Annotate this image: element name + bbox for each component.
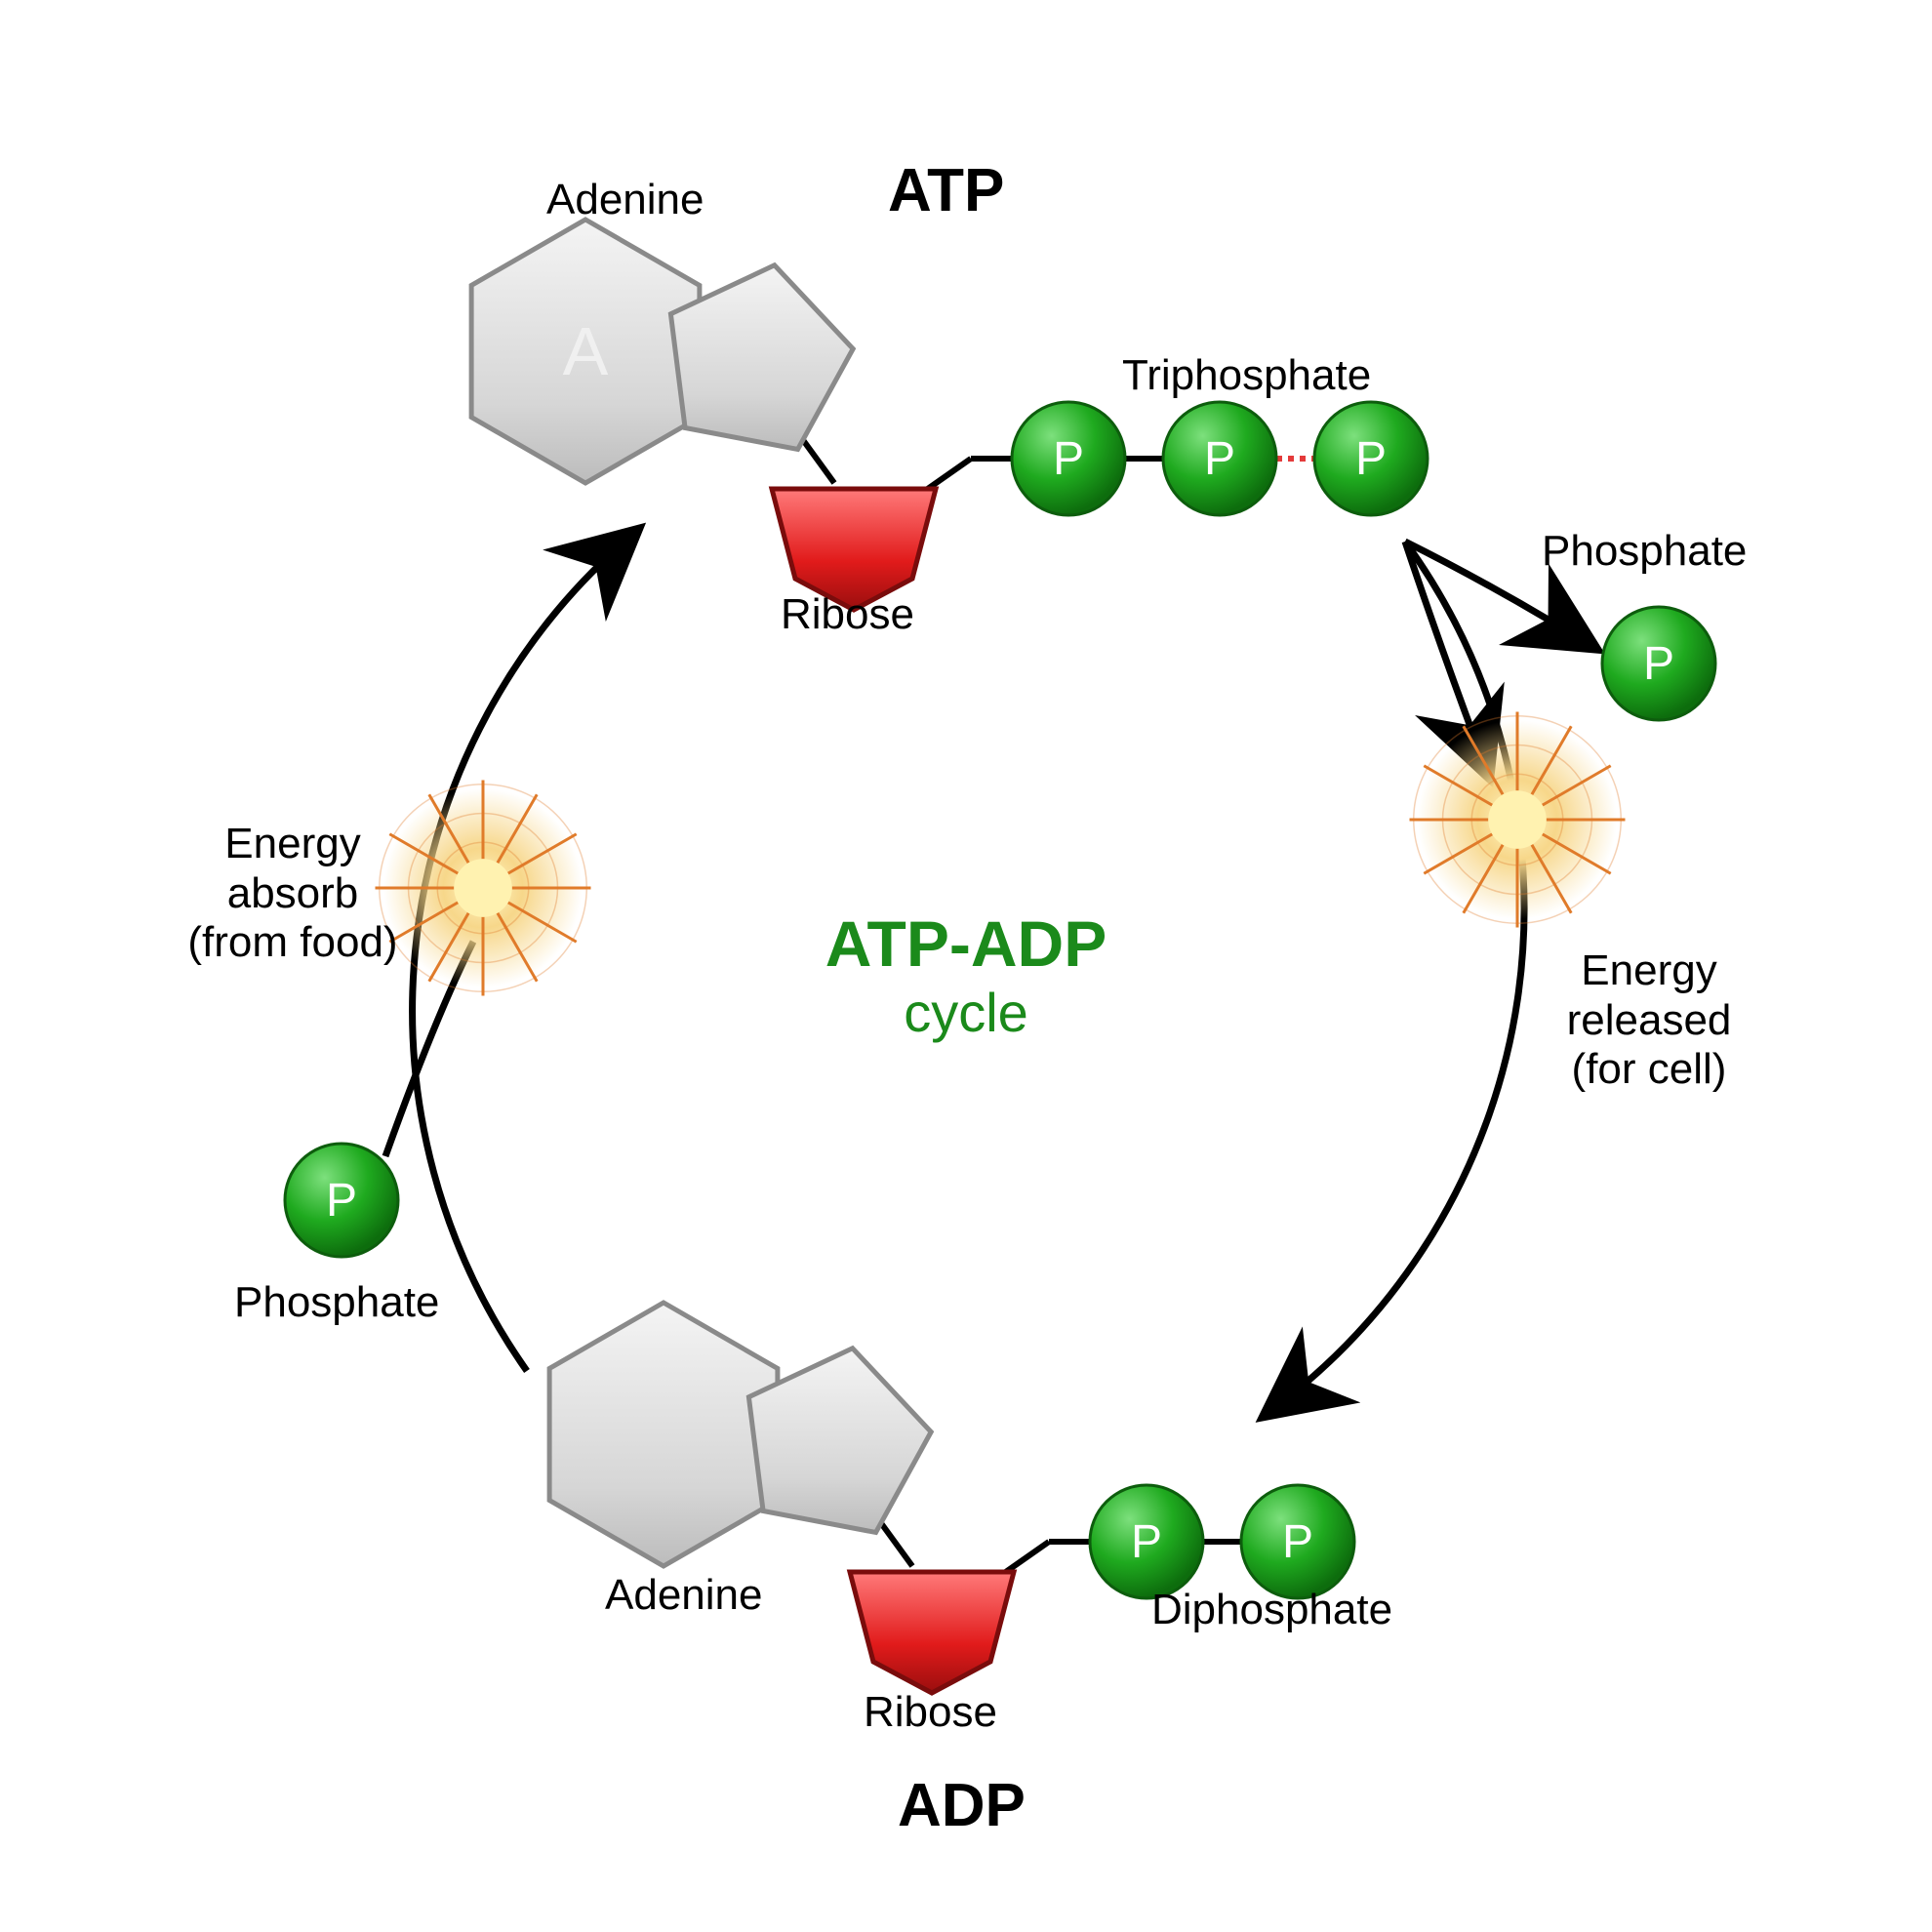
title-adp: ADP <box>898 1771 1026 1840</box>
svg-text:P: P <box>1355 433 1387 485</box>
center-title: ATP-ADP cycle <box>800 907 1132 1044</box>
svg-text:P: P <box>1282 1516 1313 1568</box>
label-energy-absorb: Energy absorb (from food) <box>171 820 415 968</box>
label-adenine-top: Adenine <box>546 176 704 225</box>
label-phosphate-left: Phosphate <box>234 1278 439 1328</box>
label-triphosphate: Triphosphate <box>1122 351 1371 401</box>
svg-text:P: P <box>1643 638 1674 690</box>
svg-text:P: P <box>1053 433 1084 485</box>
title-atp: ATP <box>888 156 1004 225</box>
label-ribose-top: Ribose <box>781 590 914 640</box>
label-energy-released: Energy released (for cell) <box>1542 946 1756 1095</box>
svg-text:P: P <box>1131 1516 1162 1568</box>
svg-text:P: P <box>326 1175 357 1227</box>
label-phosphate-right: Phosphate <box>1542 527 1747 577</box>
svg-text:P: P <box>1204 433 1235 485</box>
label-adenine-bot: Adenine <box>605 1571 762 1621</box>
label-diphosphate: Diphosphate <box>1151 1586 1392 1635</box>
label-ribose-bot: Ribose <box>864 1688 997 1738</box>
svg-text:A: A <box>563 313 609 389</box>
